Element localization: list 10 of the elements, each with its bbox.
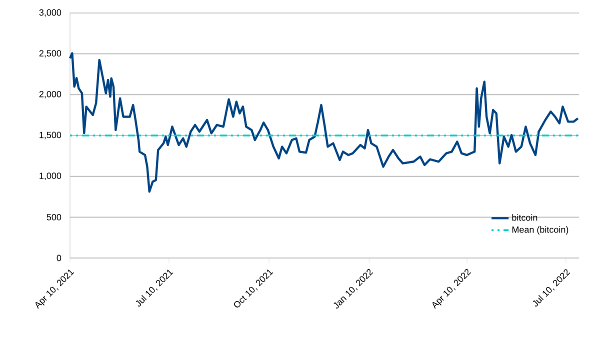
legend-label: Mean (bitcoin) — [512, 226, 568, 235]
y-tick-label: 500 — [46, 214, 62, 220]
y-tick-label: 1,000 — [40, 172, 62, 180]
line-series — [68, 52, 580, 193]
y-tick-label: 1,500 — [40, 132, 62, 140]
y-tick-label: 0 — [56, 254, 62, 262]
legend-label: bitcoin — [512, 214, 538, 221]
y-tick-label: 3,000 — [39, 9, 62, 17]
y-tick-label: 2,000 — [39, 90, 62, 98]
y-tick-label: 2,500 — [39, 50, 62, 58]
